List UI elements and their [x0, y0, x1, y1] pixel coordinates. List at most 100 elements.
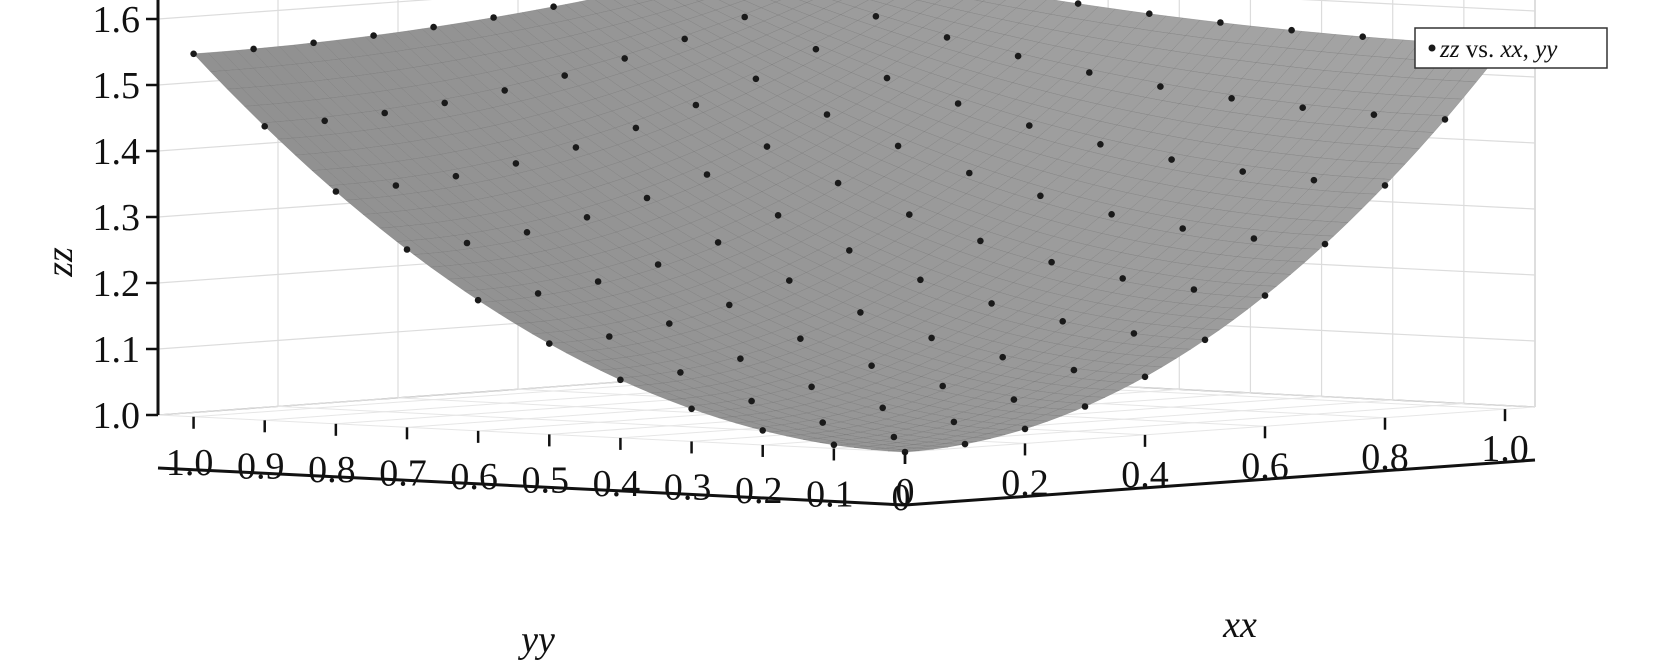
data-point — [703, 171, 711, 178]
data-point — [1179, 225, 1186, 232]
data-point — [737, 355, 744, 363]
data-point — [1037, 192, 1044, 200]
data-point — [819, 419, 826, 426]
x-axis-line — [904, 458, 1536, 507]
data-point — [1014, 52, 1022, 60]
legend-entry: zz vs. xx, yy — [1439, 36, 1558, 63]
data-point — [688, 405, 695, 413]
data-point — [883, 74, 891, 82]
data-point — [430, 23, 437, 31]
data-point — [1310, 176, 1318, 184]
data-point — [846, 247, 853, 254]
data-point — [834, 179, 842, 187]
data-point — [786, 277, 793, 284]
x-tick-label: 0 — [896, 471, 915, 513]
data-point — [879, 404, 886, 412]
data-point — [501, 87, 509, 94]
data-point — [1026, 122, 1033, 129]
data-point — [1288, 26, 1295, 34]
data-point — [621, 55, 628, 62]
data-point — [310, 39, 317, 47]
data-point — [550, 3, 557, 11]
data-point — [1370, 111, 1378, 118]
data-point — [190, 50, 197, 58]
data-point — [1119, 275, 1126, 282]
z-tick-label: 1.4 — [93, 131, 141, 173]
y-axis-line — [157, 466, 906, 507]
data-point — [512, 160, 520, 167]
data-point — [823, 111, 831, 118]
x-tick-label: 0.6 — [1241, 445, 1289, 487]
z-tick-label: 1.6 — [93, 0, 141, 41]
data-point — [1359, 33, 1366, 40]
data-point — [632, 124, 640, 132]
y-axis-label: yy — [517, 619, 555, 660]
data-point — [463, 239, 471, 247]
data-point — [943, 34, 951, 41]
data-point — [606, 333, 613, 340]
y-tick-label: 0.1 — [806, 473, 854, 515]
z-tick-label: 1.1 — [93, 329, 141, 371]
z-axis-label: zz — [39, 247, 81, 278]
data-point — [1130, 330, 1138, 337]
data-point — [906, 211, 913, 218]
data-point — [643, 194, 651, 202]
surface-cell — [831, 0, 843, 3]
data-point — [830, 441, 838, 449]
y-tick-label: 0 — [892, 477, 911, 519]
data-point — [999, 353, 1006, 361]
y-tick-label: 0.5 — [522, 459, 570, 501]
data-point — [1081, 403, 1089, 410]
data-point — [381, 109, 389, 117]
z-tick-label: 1.2 — [93, 263, 141, 305]
data-point — [774, 212, 782, 219]
legend-entry-vs: vs. — [1459, 36, 1500, 63]
y-tick-label: 0.2 — [735, 470, 783, 512]
data-point — [1168, 156, 1175, 163]
data-point — [917, 276, 924, 284]
data-point — [950, 418, 958, 426]
surface-cell — [769, 0, 782, 3]
y-tick-label: 0.8 — [308, 449, 356, 491]
data-point — [1146, 10, 1153, 17]
data-point — [546, 340, 553, 347]
x-tick-label: 0.8 — [1361, 437, 1409, 479]
data-point — [1108, 211, 1115, 218]
y-tick-label: 0.9 — [237, 445, 285, 487]
y-tick-label: 1.0 — [166, 442, 214, 484]
data-point — [490, 14, 497, 21]
data-point — [857, 309, 864, 316]
data-point — [748, 397, 755, 405]
z-tick-label: 1.0 — [93, 395, 141, 437]
y-tick-label: 0.3 — [664, 466, 712, 508]
legend-marker — [1428, 44, 1436, 52]
data-point — [759, 427, 766, 434]
axes-layer: 0 0.2 0.4 0.6 0.8 1.0 0 0.1 0.2 0.3 0.4 0.5 0.6 0.7 0.… — [93, 0, 1536, 519]
data-point — [594, 278, 602, 285]
data-point — [474, 296, 482, 304]
x-axis-label: xx — [1222, 604, 1257, 646]
x-tick-label: 0.4 — [1121, 454, 1169, 496]
data-point — [681, 35, 688, 43]
data-point — [534, 290, 542, 297]
x-tick-label: 1.0 — [1481, 428, 1529, 470]
x-tick-label: 0.2 — [1001, 462, 1049, 504]
data-point — [954, 100, 962, 107]
data-point — [1190, 286, 1198, 293]
data-point — [808, 383, 815, 391]
surface-layer — [190, 0, 1509, 456]
data-point — [961, 440, 969, 448]
data-point — [332, 188, 340, 195]
data-point — [583, 214, 591, 221]
legend-entry-x: xx — [1499, 36, 1522, 63]
data-point — [1261, 292, 1269, 299]
data-point — [250, 45, 257, 53]
data-point — [321, 117, 329, 125]
data-point — [977, 237, 984, 245]
data-point — [654, 261, 662, 268]
data-point — [1097, 141, 1104, 148]
y-tick-label: 0.7 — [379, 452, 427, 494]
data-point — [1201, 336, 1209, 344]
y-tick-label: 0.6 — [450, 456, 498, 498]
legend: zz vs. xx, yy — [1414, 27, 1608, 69]
